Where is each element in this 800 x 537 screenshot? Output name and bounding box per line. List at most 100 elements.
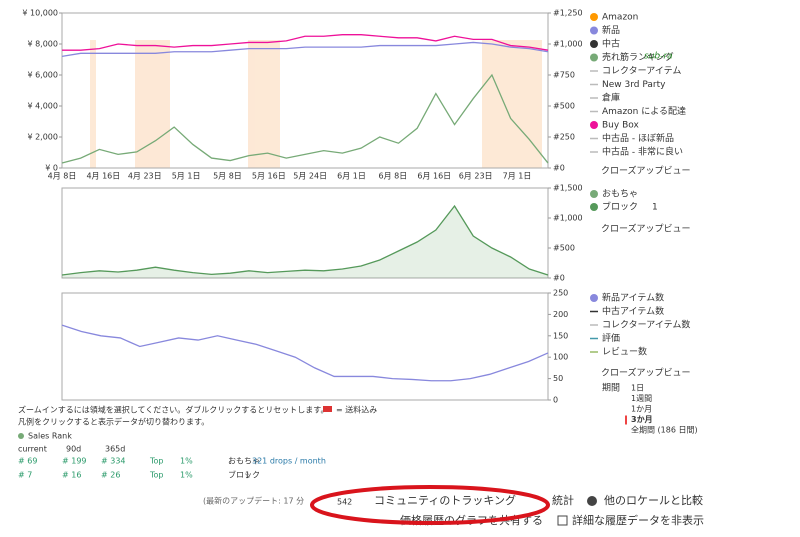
rank-cell: # 334 xyxy=(101,457,126,466)
x-tick-label: 7月 1日 xyxy=(503,172,532,181)
rank-cell: # 16 xyxy=(62,471,81,480)
legend-entry[interactable]: 倉庫 xyxy=(602,92,620,104)
legend-marker xyxy=(590,294,598,302)
highlight-circle xyxy=(310,485,550,525)
legend-entry[interactable]: 中古 xyxy=(602,38,620,50)
legend-entry[interactable]: おもちゃ xyxy=(602,189,638,200)
compare[interactable]: 他のロケールと比較 xyxy=(604,493,703,507)
right-tick-label: 150 xyxy=(553,331,568,340)
right-tick-label: 50 xyxy=(553,374,563,383)
period-option[interactable]: 3か月 xyxy=(631,415,653,424)
hint: 凡例をクリックすると表示データが切り替わります。 xyxy=(18,417,209,427)
legend-marker xyxy=(590,190,598,198)
period-option[interactable]: 1週間 xyxy=(631,394,652,403)
legend-entry[interactable]: レビュー数 xyxy=(602,346,647,358)
rank-cell: Top xyxy=(149,471,164,480)
rank-head: 365d xyxy=(105,445,125,454)
x-tick-label: 5月 8日 xyxy=(213,172,242,181)
closeup[interactable]: クローズアップビュー xyxy=(601,165,691,177)
period-option[interactable]: 1か月 xyxy=(631,405,652,414)
x-tick-label: 4月 8日 xyxy=(48,172,77,181)
shipping-note: = 送料込み xyxy=(336,405,377,415)
legend-marker xyxy=(590,53,598,62)
x-tick-label: 4月 23日 xyxy=(128,172,162,181)
rank-cell: Top xyxy=(149,457,164,466)
left-tick-label: ¥ 2,000 xyxy=(27,133,58,142)
truck-icon xyxy=(323,406,332,412)
stats[interactable]: 統計 xyxy=(552,493,574,507)
x-tick-label: 5月 1日 xyxy=(172,172,201,181)
rank-count: 1 xyxy=(245,471,250,480)
legend-entry[interactable]: 中古アイテム数 xyxy=(602,305,664,317)
legend-entry[interactable]: New 3rd Party xyxy=(602,80,666,90)
legend-entry[interactable]: Amazon xyxy=(602,13,638,23)
out-of-stock-shading xyxy=(90,40,542,168)
closeup[interactable]: クローズアップビュー xyxy=(601,223,691,235)
x-tick-label: 4月 16日 xyxy=(86,172,120,181)
series-line xyxy=(61,41,549,58)
rank-cell: おもちゃ xyxy=(228,457,260,466)
x-tick-label: 6月 1日 xyxy=(337,172,366,181)
plot-frame xyxy=(61,12,549,169)
period-option[interactable]: 全期間 (186 日間) xyxy=(631,425,698,435)
right-tick-label: 0 xyxy=(553,396,558,405)
legend-entry[interactable]: Buy Box xyxy=(602,121,639,131)
sub-ra[interactable]: sub-ra xyxy=(644,52,673,62)
right-tick-label: 250 xyxy=(553,289,568,298)
series-line xyxy=(61,204,549,276)
right-tick-label: #1,000 xyxy=(553,40,583,49)
series-line xyxy=(62,34,549,51)
legend-entry[interactable]: ブロック xyxy=(602,201,638,213)
closeup[interactable]: クローズアップビュー xyxy=(601,367,691,379)
rank-head: 90d xyxy=(66,445,81,454)
rank-cell: # 26 xyxy=(101,471,120,480)
globe-icon xyxy=(587,496,597,506)
plot-frame xyxy=(61,187,549,279)
hide[interactable]: 詳細な履歴データを非表示 xyxy=(572,513,704,527)
tracking[interactable]: コミュニティのトラッキング xyxy=(374,493,516,507)
legend-entry[interactable]: Amazon による配達 xyxy=(602,105,686,117)
legend-marker xyxy=(590,203,598,211)
area xyxy=(62,206,548,278)
rank-cell: # 7 xyxy=(18,471,32,480)
rank-cell: ブロック xyxy=(228,470,260,480)
right-tick-label: 200 xyxy=(553,310,568,319)
right-tick-label: 100 xyxy=(553,353,568,362)
legend-entry[interactable]: 評価 xyxy=(602,332,620,344)
left-tick-label: ¥ 4,000 xyxy=(27,102,58,111)
right-tick-label: #250 xyxy=(553,133,575,142)
legend-marker xyxy=(590,121,598,129)
period-label: 期間 xyxy=(602,383,620,394)
count: 542 xyxy=(337,498,352,507)
legend-count: 1 xyxy=(652,203,658,213)
left-tick-label: ¥ 8,000 xyxy=(27,40,58,49)
hide-icon xyxy=(557,515,568,526)
legend-entry[interactable]: 中古品 - 非常に良い xyxy=(602,146,683,158)
legend-entry[interactable]: 売れ筋ランキング xyxy=(602,51,674,63)
legend-marker xyxy=(590,13,598,21)
update: (最新のアップデート: 17 分 xyxy=(203,496,304,506)
rank-cell: 1% xyxy=(180,457,193,466)
right-tick-label: #0 xyxy=(553,164,565,173)
series-line xyxy=(61,324,549,382)
right-tick-label: #1,250 xyxy=(553,9,583,18)
legend-entry[interactable]: 新品 xyxy=(602,24,620,36)
x-tick-label: 6月 16日 xyxy=(417,172,451,181)
left-tick-label: ¥ 10,000 xyxy=(22,9,58,18)
rank-title: Sales Rank xyxy=(28,432,72,441)
period-marker xyxy=(625,415,627,425)
legend-entry[interactable]: コレクターアイテム数 xyxy=(602,319,690,331)
legend-entry[interactable]: コレクターアイテム xyxy=(602,66,681,77)
legend-entry[interactable]: 新品アイテム数 xyxy=(602,292,664,304)
rank-dot xyxy=(18,433,24,439)
x-tick-label: 5月 24日 xyxy=(293,172,327,181)
x-tick-label: 6月 23日 xyxy=(459,172,493,181)
x-tick-label: 5月 16日 xyxy=(252,172,286,181)
legend-marker xyxy=(590,26,598,35)
period-option[interactable]: 1日 xyxy=(631,384,644,393)
legend-marker xyxy=(590,40,598,48)
rank-cell: # 69 xyxy=(18,457,37,466)
left-tick-label: ¥ 6,000 xyxy=(27,71,58,80)
right-tick-label: #500 xyxy=(553,244,575,253)
legend-entry[interactable]: 中古品 - ほぼ新品 xyxy=(602,132,674,144)
